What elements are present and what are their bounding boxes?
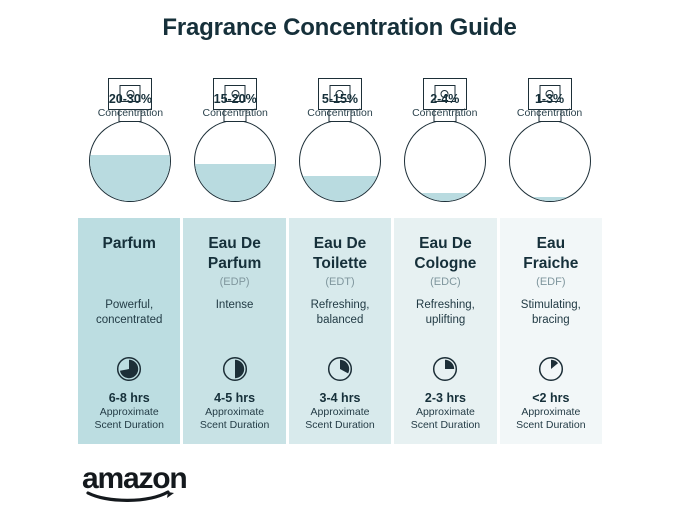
scent-duration-label: Approximate Scent Duration	[94, 406, 164, 431]
bottle-spray-button-icon	[434, 85, 456, 102]
scent-duration-value: <2 hrs	[532, 391, 570, 405]
fragrance-type-name: Eau Fraiche	[523, 235, 579, 272]
bottle-body-icon	[403, 120, 486, 202]
bottle-cell: 1-3% Concentration	[497, 78, 602, 206]
scent-duration-label: Approximate Scent Duration	[305, 406, 375, 431]
fragrance-type-abbreviation	[78, 254, 180, 270]
bottle-liquid-fill	[509, 197, 590, 201]
bottle-spray-button-icon	[329, 85, 351, 102]
concentration-column: Parfum Powerful, concentrated 6-8 hrs Approx…	[78, 218, 181, 444]
bottle-spray-button-icon	[119, 85, 141, 102]
fragrance-description: Refreshing, uplifting	[416, 299, 475, 326]
page-title: Fragrance Concentration Guide	[162, 14, 517, 41]
bottle-nozzle-icon	[231, 89, 240, 98]
bottle-liquid-fill	[195, 164, 276, 201]
bottle-liquid-fill	[90, 155, 171, 201]
perfume-bottle-icon: 20-30% Concentration	[82, 78, 178, 206]
scent-duration-label: Approximate Scent Duration	[516, 406, 586, 431]
fragrance-type-abbreviation: (EDC)	[430, 276, 461, 288]
fragrance-description: Powerful, concentrated	[95, 299, 163, 326]
bottle-cell: 5-15% Concentration	[288, 78, 393, 206]
bottle-liquid-fill	[299, 176, 380, 201]
concentration-column: Eau De Toilette (EDT) Refreshing, balanced 3-…	[288, 218, 392, 444]
bottle-body-icon	[194, 120, 277, 202]
fragrance-type-name: Eau De Toilette	[313, 235, 367, 272]
bottle-cell: 20-30% Concentration	[78, 78, 183, 206]
bottle-nozzle-icon	[126, 89, 135, 98]
fragrance-type-abbreviation: (EDP)	[219, 276, 250, 288]
clock-duration-icon	[538, 356, 563, 382]
fragrance-description: Refreshing, balanced	[310, 299, 370, 326]
scent-duration-label: Approximate Scent Duration	[410, 406, 481, 431]
bottle-nozzle-icon	[335, 89, 344, 98]
perfume-bottle-icon: 15-20% Concentration	[187, 78, 283, 206]
amazon-logo-icon: amazon	[82, 462, 192, 502]
fragrance-type-name: Parfum	[102, 235, 156, 252]
bottle-liquid-fill	[404, 193, 485, 201]
fragrance-type-abbreviation: (EDT)	[325, 276, 355, 288]
perfume-bottle-icon: 2-4% Concentration	[397, 78, 493, 206]
bottle-nozzle-icon	[545, 89, 554, 98]
clock-duration-icon	[117, 356, 142, 382]
bottle-body-icon	[508, 120, 591, 202]
scent-duration-value: 6-8 hrs	[108, 391, 150, 405]
clock-duration-icon	[433, 356, 458, 382]
bottle-cell: 2-4% Concentration	[392, 78, 497, 206]
scent-duration-value: 4-5 hrs	[214, 391, 256, 405]
clock-duration-icon	[222, 356, 247, 382]
bottle-body-icon	[298, 120, 381, 202]
concentration-columns: Parfum Powerful, concentrated 6-8 hrs Approx…	[78, 218, 603, 444]
concentration-column: Eau Fraiche (EDF) Stimulating, bracing <2 hrs…	[499, 218, 603, 444]
perfume-bottle-icon: 1-3% Concentration	[502, 78, 598, 206]
bottle-spray-button-icon	[224, 85, 246, 102]
bottle-cap-icon	[108, 78, 153, 110]
scent-duration-label: Approximate Scent Duration	[199, 406, 270, 431]
fragrance-description: Intense	[215, 299, 254, 311]
bottle-body-icon	[89, 120, 172, 202]
svg-text:amazon: amazon	[82, 462, 187, 495]
bottle-row: 20-30% Concentration 15-20% Concentration 5-…	[78, 78, 602, 206]
scent-duration-value: 2-3 hrs	[424, 391, 466, 405]
fragrance-type-name: Eau De Cologne	[414, 235, 477, 272]
fragrance-type-name: Eau De Parfum	[207, 235, 262, 272]
bottle-cap-icon	[317, 78, 362, 110]
clock-duration-icon	[327, 356, 353, 382]
scent-duration-value: 3-4 hrs	[319, 391, 361, 405]
concentration-column: Eau De Parfum (EDP) Intense 4-5 hrs Approxima…	[183, 218, 286, 444]
concentration-column: Eau De Cologne (EDC) Refreshing, uplifting 2-…	[394, 218, 497, 444]
bottle-nozzle-icon	[440, 89, 449, 98]
perfume-bottle-icon: 5-15% Concentration	[292, 78, 388, 206]
bottle-cell: 15-20% Concentration	[183, 78, 288, 206]
fragrance-description: Stimulating, bracing	[520, 299, 581, 326]
fragrance-type-abbreviation: (EDF)	[536, 276, 566, 288]
bottle-spray-button-icon	[539, 85, 561, 102]
